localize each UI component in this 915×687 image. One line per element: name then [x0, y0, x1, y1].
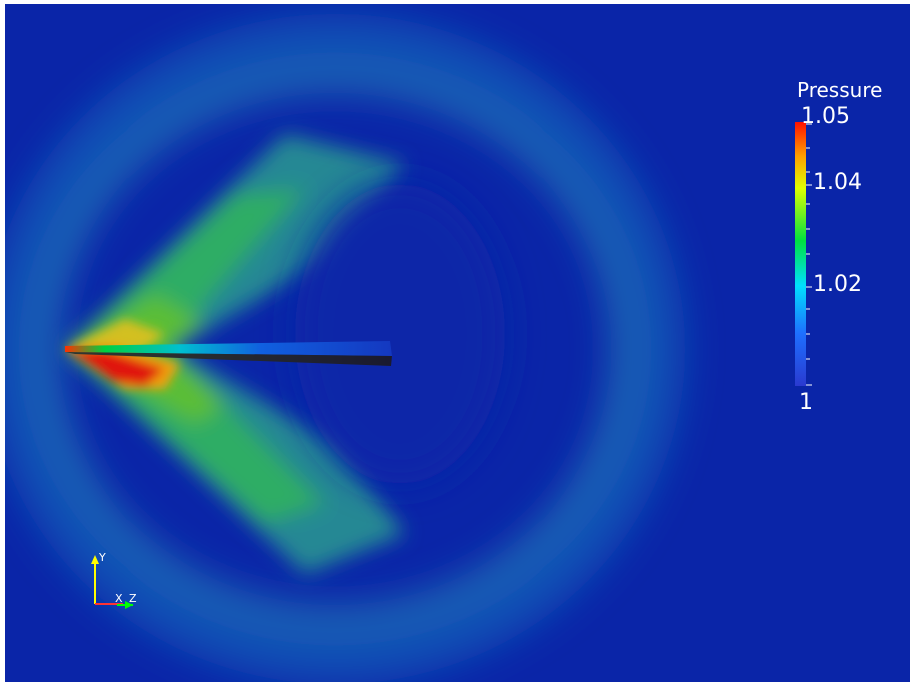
render-viewport[interactable]: Pressure 1.05 1.04 1.02 1 Y X Z	[5, 4, 910, 682]
axis-z-label: Z	[129, 592, 137, 605]
colorbar-title: Pressure	[797, 78, 883, 102]
shock-ring	[5, 14, 685, 682]
colorbar-ticks	[806, 123, 812, 386]
needle-body	[65, 341, 392, 366]
pressure-field-render	[5, 4, 910, 682]
wake-region	[295, 184, 505, 484]
colorbar-max-label: 1.05	[801, 104, 850, 129]
colorbar-upper-label: 1.04	[813, 170, 862, 195]
colorbar-mid-label: 1.02	[813, 272, 862, 297]
axis-y-label: Y	[99, 551, 106, 564]
colorbar-min-label: 1	[799, 390, 813, 415]
colorbar-gradient	[795, 122, 806, 386]
orientation-axes	[91, 555, 133, 609]
axis-x-label: X	[115, 592, 123, 605]
